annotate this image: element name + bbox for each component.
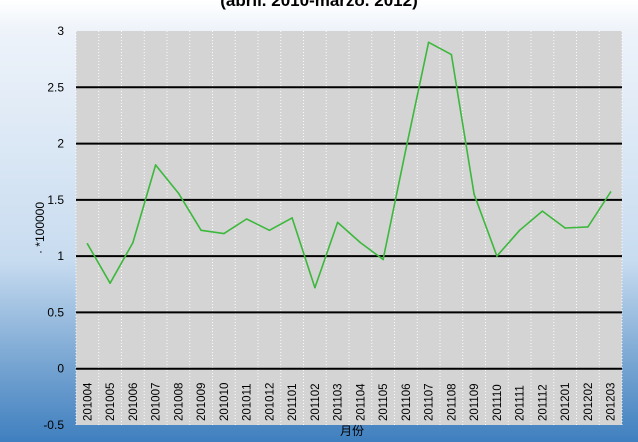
x-tick-label: 201110 xyxy=(492,384,504,421)
x-tick-label: 201108 xyxy=(446,383,458,421)
data-point xyxy=(450,53,453,56)
x-tick-label: 201106 xyxy=(401,383,413,421)
x-tick-label: 201006 xyxy=(128,383,140,421)
y-tick-label: -0.5 xyxy=(43,418,64,432)
plot-area xyxy=(76,31,622,425)
x-tick-label: 201104 xyxy=(355,383,367,421)
data-point xyxy=(86,242,89,245)
x-tick-label: 201102 xyxy=(310,383,322,421)
data-point xyxy=(154,164,157,166)
data-point xyxy=(609,191,612,193)
x-tick-label: 201112 xyxy=(537,384,549,421)
x-tick-label: 201004 xyxy=(82,382,94,421)
x-tick-label: 201105 xyxy=(378,383,390,421)
data-point xyxy=(223,232,225,235)
data-point xyxy=(200,229,202,232)
x-tick-label: 201202 xyxy=(583,383,595,421)
x-tick-label: 201101 xyxy=(287,383,299,421)
data-point xyxy=(268,229,271,232)
data-point xyxy=(177,192,180,194)
data-point xyxy=(541,210,544,212)
x-tick-label: 201010 xyxy=(219,383,231,421)
x-tick-label: 201009 xyxy=(196,383,208,421)
x-tick-label: 201109 xyxy=(469,383,481,421)
data-point xyxy=(564,227,566,229)
x-tick-label: 201005 xyxy=(105,383,117,421)
data-point xyxy=(473,193,475,196)
data-point xyxy=(382,258,384,261)
x-tick-label: 201011 xyxy=(242,383,254,421)
x-tick-label: 201007 xyxy=(151,383,163,421)
y-tick-label: 0 xyxy=(57,362,64,376)
data-point xyxy=(132,241,134,244)
chart-title: (abril. 2010-marzo. 2012) xyxy=(220,0,418,10)
data-point xyxy=(518,229,521,232)
data-point xyxy=(359,241,362,244)
x-tick-label: 201008 xyxy=(173,383,185,421)
x-tick-label: 201111 xyxy=(515,385,527,421)
series-line xyxy=(86,41,612,289)
x-tick-label: 201203 xyxy=(606,383,618,421)
y-tick-label: 0.5 xyxy=(47,305,64,319)
y-tick-label: 2.5 xyxy=(47,80,64,94)
data-point xyxy=(496,255,498,257)
x-tick-label: 201107 xyxy=(424,383,436,421)
y-tick-label: 1.5 xyxy=(47,193,64,207)
data-point xyxy=(314,286,316,289)
x-tick-label: 201201 xyxy=(560,383,572,421)
data-point xyxy=(245,218,248,220)
y-tick-label: 2 xyxy=(57,137,64,151)
data-point xyxy=(336,221,339,224)
data-point xyxy=(405,148,407,150)
data-point xyxy=(427,41,430,44)
data-point xyxy=(587,226,589,228)
y-axis-label: · *100000 xyxy=(33,202,47,254)
x-axis-label: 月份 xyxy=(340,424,364,438)
y-tick-label: 1 xyxy=(57,249,64,263)
data-point xyxy=(109,282,111,284)
x-tick-label: 201103 xyxy=(333,383,345,421)
y-tick-label: 3 xyxy=(57,24,64,38)
x-tick-label: 201012 xyxy=(264,383,276,421)
data-point xyxy=(291,217,293,219)
